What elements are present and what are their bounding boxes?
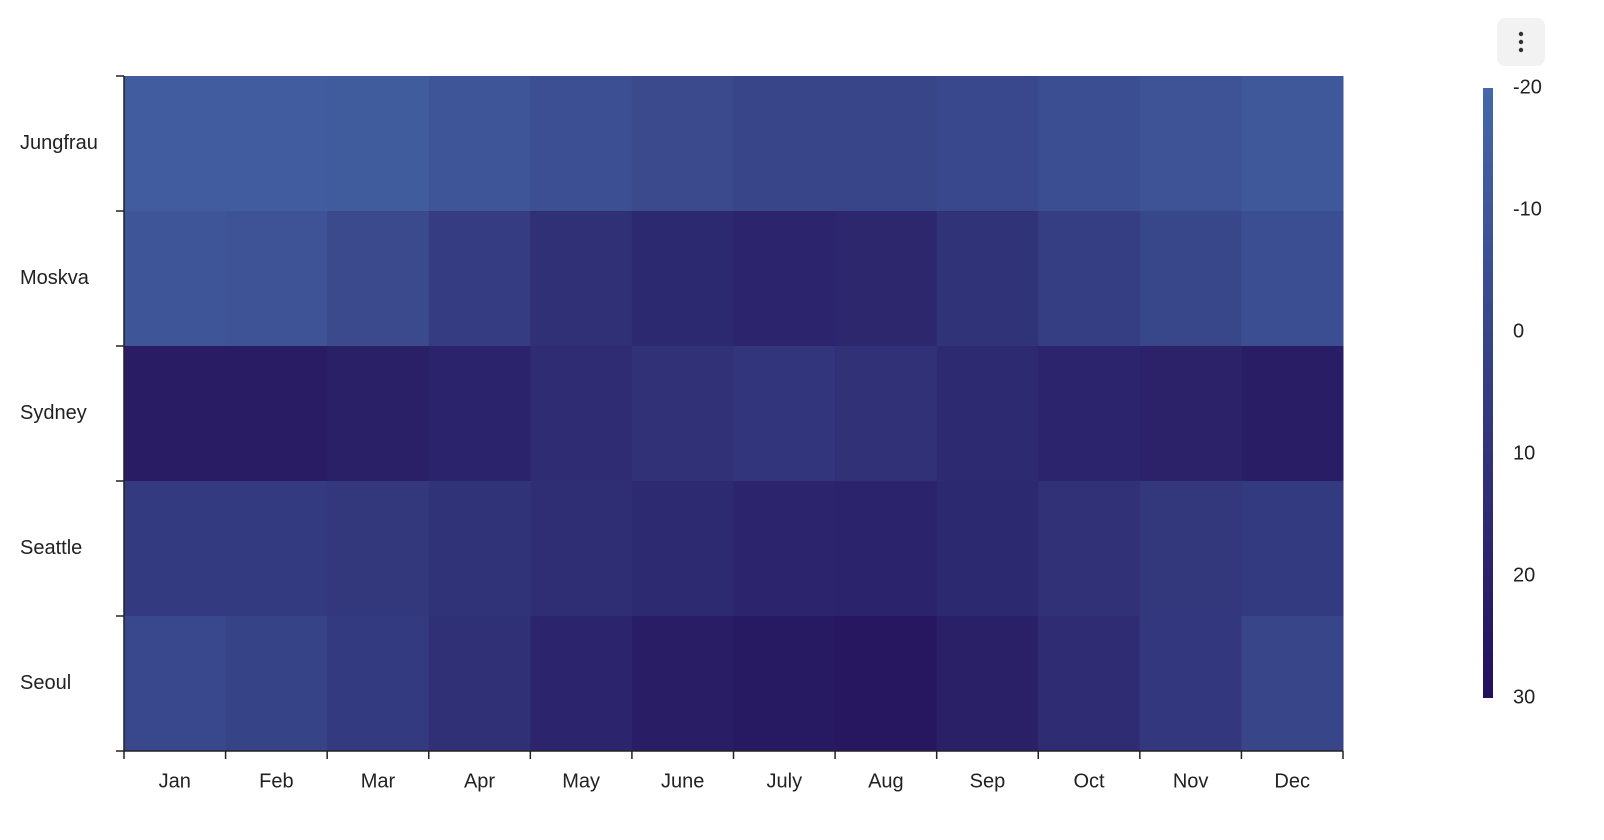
y-tick-label: Jungfrau (20, 132, 98, 154)
heatmap-cell (835, 211, 938, 347)
heatmap-cell (428, 346, 531, 482)
heatmap-cell (835, 76, 938, 212)
colorbar-tick-label: -10 (1513, 198, 1542, 220)
heatmap-cell (733, 346, 836, 482)
heatmap-cell (124, 481, 227, 617)
heatmap-cell (1241, 211, 1344, 347)
y-tick-label: Seoul (20, 672, 71, 694)
y-tick-label: Sydney (20, 402, 87, 424)
heatmap-cell (1139, 481, 1242, 617)
heatmap-cell (530, 346, 633, 482)
heatmap-cell (428, 76, 531, 212)
heatmap-cell (327, 481, 430, 617)
x-tick-label: May (562, 770, 600, 792)
heatmap-cell (631, 346, 734, 482)
heatmap-cell (225, 481, 328, 617)
x-tick-label: July (767, 770, 803, 792)
heatmap-cell (631, 616, 734, 752)
colorbar-tick-label: 30 (1513, 686, 1535, 708)
heatmap-cell (631, 481, 734, 617)
heatmap-cell (428, 616, 531, 752)
heatmap-cell (733, 616, 836, 752)
heatmap-cell (1241, 481, 1344, 617)
x-tick-label: Dec (1274, 770, 1310, 792)
heatmap-cell (530, 616, 633, 752)
menu-dot (1518, 39, 1524, 45)
heatmap-cell (1139, 616, 1242, 752)
heatmap-cell (530, 211, 633, 347)
heatmap-cell (530, 76, 633, 212)
colorbar-tick-label: -20 (1513, 76, 1542, 98)
heatmap-cell (1241, 76, 1344, 212)
heatmap-cell (1038, 481, 1141, 617)
x-tick-label: Oct (1073, 770, 1105, 792)
x-tick-label: June (661, 770, 704, 792)
x-tick-label: Sep (970, 770, 1006, 792)
heatmap-cell (936, 616, 1039, 752)
heatmap-cell (428, 481, 531, 617)
heatmap-cell (1241, 616, 1344, 752)
heatmap-cell (936, 211, 1039, 347)
heatmap-cell (733, 211, 836, 347)
x-tick-label: Aug (868, 770, 904, 792)
heatmap-cell (1038, 76, 1141, 212)
heatmap-cell (530, 481, 633, 617)
heatmap-cell (1038, 616, 1141, 752)
heatmap-cell (936, 76, 1039, 212)
heatmap-cell (631, 211, 734, 347)
heatmap-cell (835, 346, 938, 482)
heatmap-cell (1241, 346, 1344, 482)
heatmap-cell (733, 481, 836, 617)
heatmap-cell (1139, 76, 1242, 212)
colorbar-tick-label: 0 (1513, 320, 1524, 342)
x-tick-label: Feb (259, 770, 293, 792)
heatmap-cell (327, 76, 430, 212)
heatmap-cell (124, 346, 227, 482)
heatmap-cell (1038, 346, 1141, 482)
heatmap-cell (835, 616, 938, 752)
heatmap-cell (1139, 211, 1242, 347)
menu-dot (1518, 31, 1524, 37)
colorbar-tick-label: 20 (1513, 564, 1535, 586)
heatmap-cell (225, 211, 328, 347)
y-tick-label: Seattle (20, 537, 82, 559)
heatmap-cell (936, 481, 1039, 617)
menu-button[interactable] (1497, 18, 1545, 66)
heatmap-cell (936, 346, 1039, 482)
heatmap-cell (327, 211, 430, 347)
heatmap-cell (124, 616, 227, 752)
colorbar (1483, 88, 1493, 698)
colorbar-tick-label: 10 (1513, 442, 1535, 464)
heatmap-cell (327, 346, 430, 482)
heatmap-cell (327, 616, 430, 752)
heatmap-cell (733, 76, 836, 212)
heatmap-cell (1139, 346, 1242, 482)
heatmap-cell (124, 76, 227, 212)
heatmap-cell (1038, 211, 1141, 347)
x-tick-label: Jan (159, 770, 191, 792)
x-tick-label: Nov (1173, 770, 1209, 792)
heatmap-cell (631, 76, 734, 212)
x-tick-label: Apr (464, 770, 495, 792)
heatmap-cell (124, 211, 227, 347)
y-tick-label: Moskva (20, 267, 90, 289)
heatmap-cell (225, 616, 328, 752)
heatmap-cell (225, 346, 328, 482)
heatmap-cell (835, 481, 938, 617)
heatmap-cell (428, 211, 531, 347)
heatmap-cell (225, 76, 328, 212)
x-tick-label: Mar (361, 770, 396, 792)
menu-dot (1518, 47, 1524, 53)
